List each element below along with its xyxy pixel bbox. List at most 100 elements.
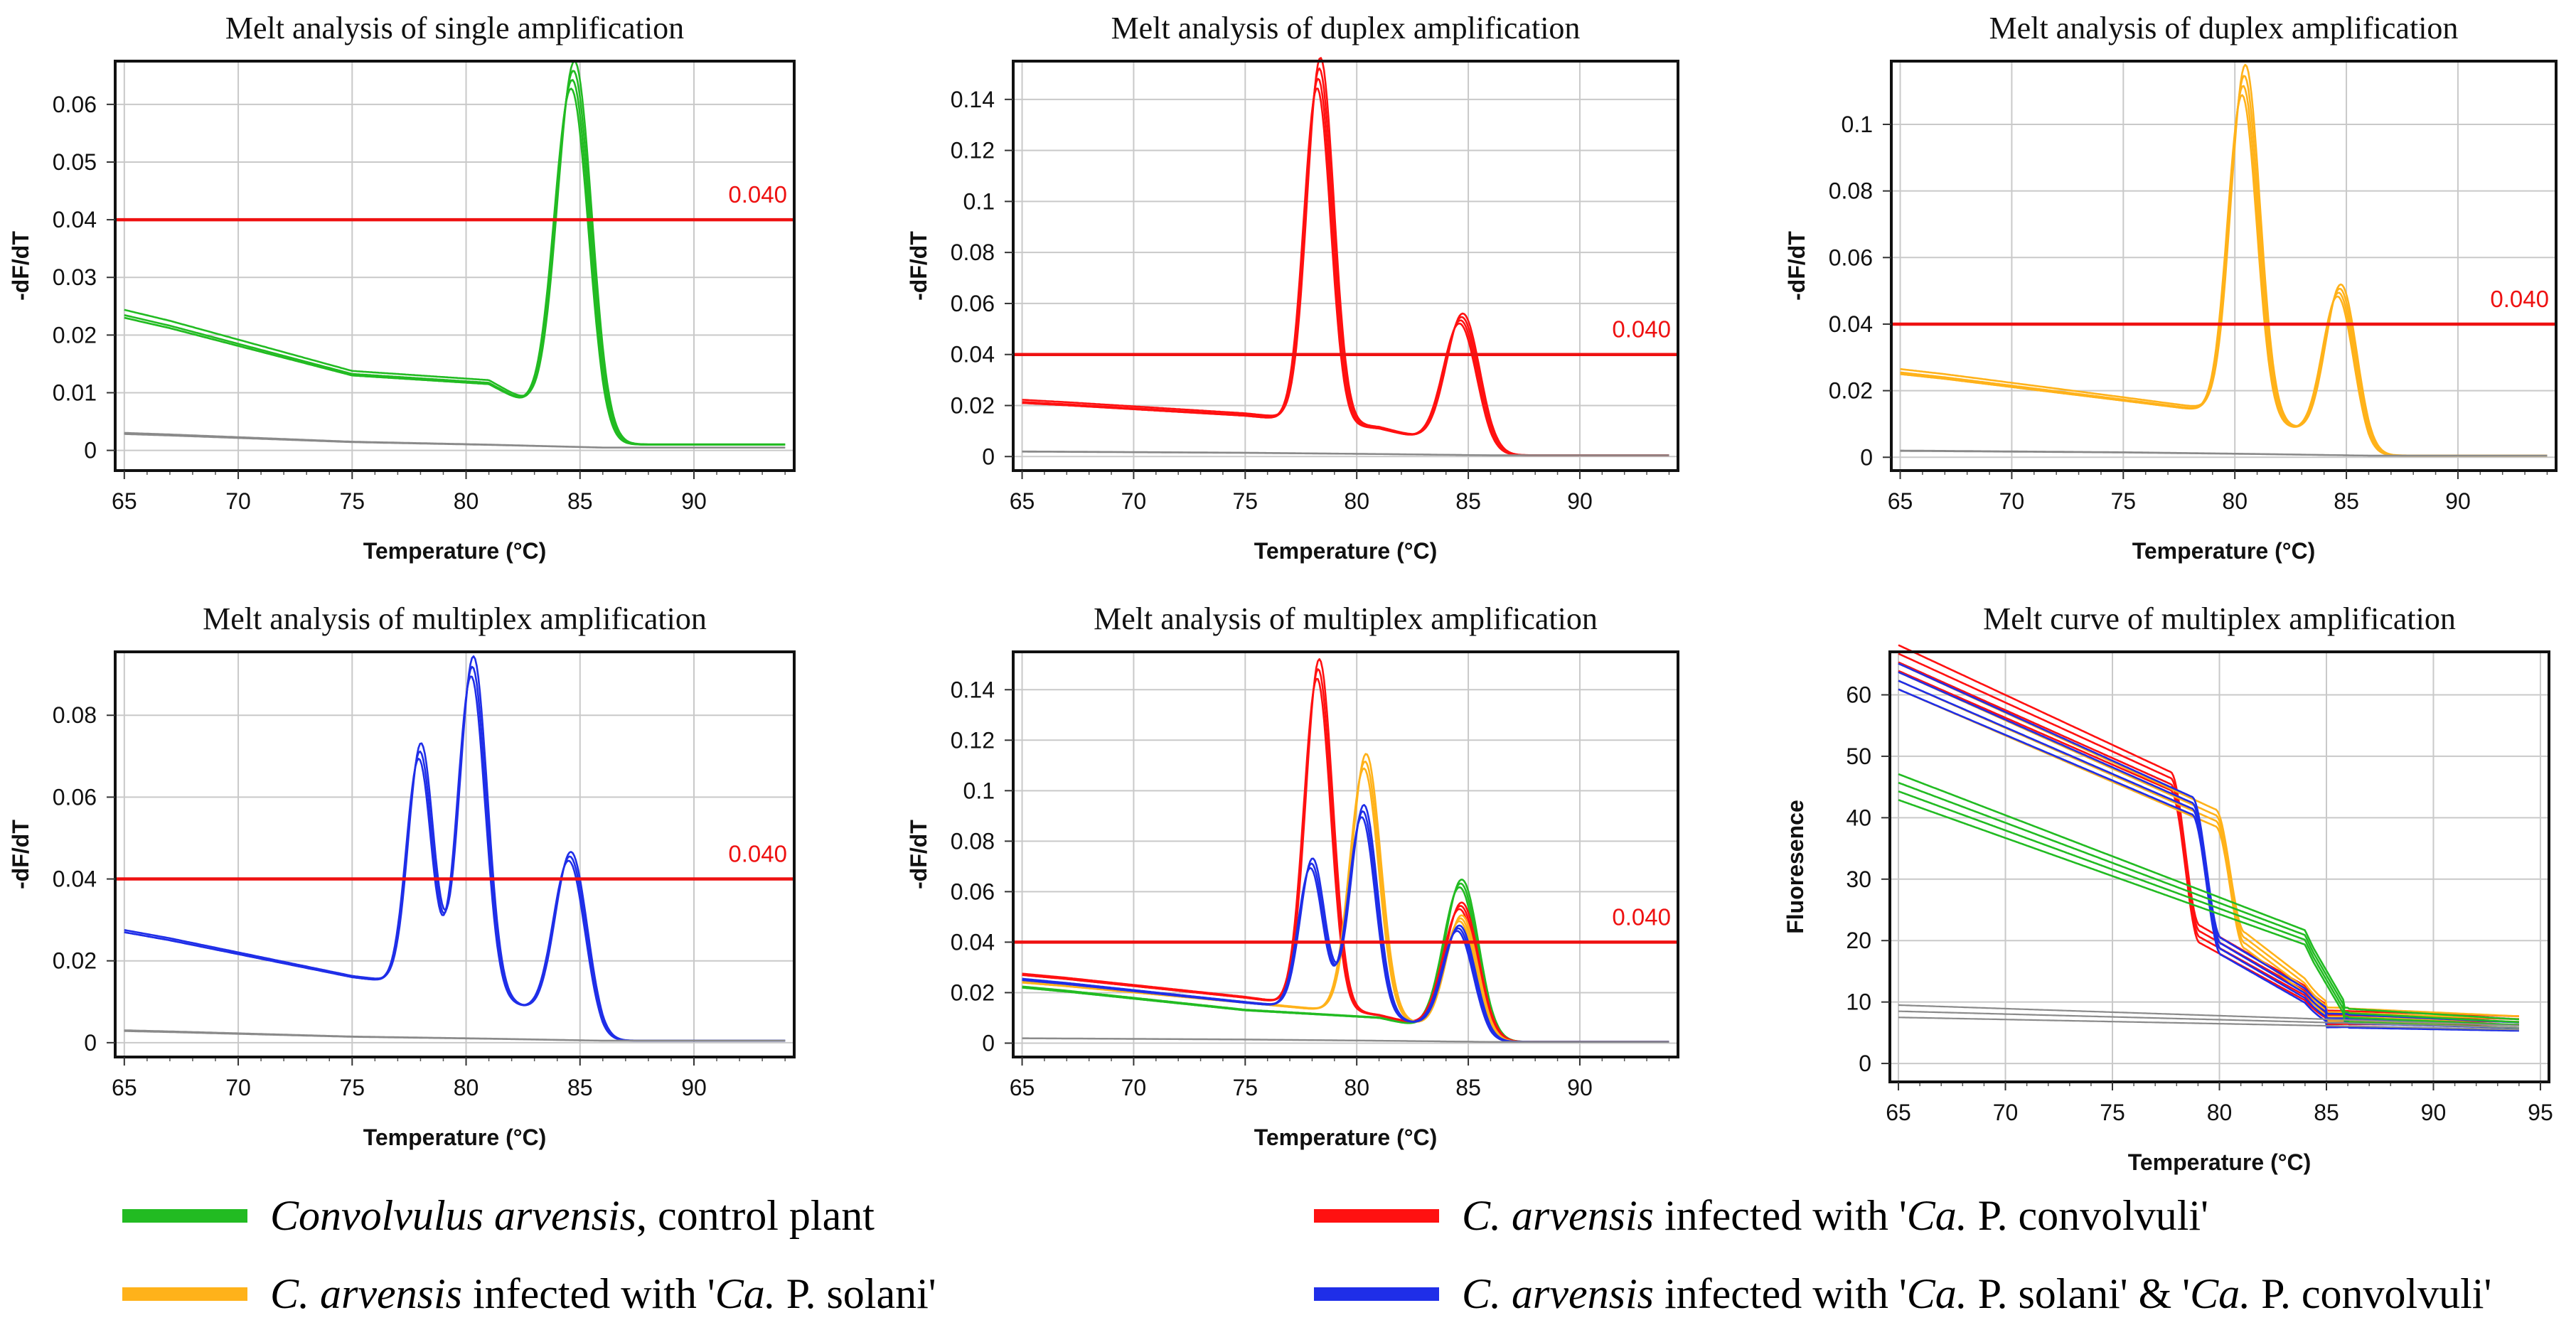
series-orange-line-0 — [1898, 688, 2519, 1026]
ytick-label: 0.12 — [951, 138, 995, 163]
ytick-label: 0.08 — [53, 702, 97, 728]
ytick-label: 0.04 — [53, 207, 97, 232]
legend-italic-orange: C. arvensis — [270, 1270, 462, 1317]
xtick-label: 75 — [339, 1075, 365, 1100]
xtick-label: 65 — [1886, 1100, 1911, 1125]
ytick-label: 0.02 — [53, 322, 97, 348]
series-red-line-0 — [1022, 87, 1669, 456]
ytick-label: 0.12 — [951, 727, 995, 753]
series-green-line-3 — [1898, 773, 2519, 1021]
legend-italic-red: C. arvensis — [1462, 1192, 1654, 1239]
series-orange-line-1 — [1898, 680, 2519, 1023]
legend-text-blue-ca: Ca. — [1906, 1270, 1967, 1317]
legend-swatch-red — [1314, 1209, 1439, 1223]
legend-italic-green: Convolvulus arvensis — [270, 1192, 636, 1239]
ytick-label: 0.08 — [951, 828, 995, 854]
chart-title: Melt analysis of multiplex amplification — [203, 601, 707, 636]
ytick-label: 0.08 — [951, 240, 995, 265]
series-grey-line-2 — [124, 1029, 786, 1041]
ytick-label: 0 — [982, 444, 995, 469]
xtick-label: 80 — [2222, 488, 2248, 514]
plot-frame — [1012, 650, 1679, 1058]
series-red-line-3 — [1022, 57, 1669, 456]
xtick-label: 70 — [225, 488, 251, 514]
xtick-label: 75 — [2100, 1100, 2125, 1125]
chart-title: Melt analysis of single amplification — [225, 11, 684, 45]
xtick-label: 70 — [1121, 1075, 1147, 1100]
legend-text-red-ca: Ca. — [1906, 1192, 1967, 1239]
plot-frame — [114, 60, 796, 472]
xtick-label: 85 — [1455, 488, 1481, 514]
series-grey-line-2 — [1900, 449, 2548, 456]
ytick-label: 0.06 — [951, 879, 995, 904]
panel-single-amplification: 0.040 65 70 75 80 85 90 0 0.01 0.02 0.03 0.04 0.05 0.… — [8, 11, 796, 564]
ytick-label: 0.06 — [951, 291, 995, 316]
series-blue-line-0 — [1898, 688, 2519, 1032]
ytick-label: 0.04 — [951, 342, 995, 368]
xtick-label: 75 — [1233, 1075, 1258, 1100]
legend-swatch-green — [122, 1209, 247, 1223]
x-axis-title: Temperature (°C) — [1254, 538, 1438, 564]
ytick-label: 0.06 — [53, 784, 97, 810]
legend-swatch-orange — [122, 1287, 247, 1301]
xtick-label: 70 — [1993, 1100, 2019, 1125]
ytick-label: 0.03 — [53, 264, 97, 290]
series-blue-line-1 — [1898, 680, 2519, 1029]
ytick-label: 0.04 — [951, 929, 995, 955]
xtick-label: 90 — [681, 1075, 707, 1100]
threshold-label: 0.040 — [1612, 903, 1671, 930]
ytick-label: 0.14 — [951, 87, 995, 112]
xtick-label: 90 — [681, 488, 707, 514]
y-axis-title: -dF/dT — [906, 820, 931, 889]
ytick-label: 0 — [1859, 1051, 1871, 1076]
xtick-label: 75 — [339, 488, 365, 514]
series-blue-line-3 — [1898, 662, 2519, 1024]
ytick-label: 0.1 — [963, 778, 995, 803]
legend-text-blue-ca2: Ca. — [2190, 1270, 2251, 1317]
x-axis-title: Temperature (°C) — [363, 1125, 547, 1150]
series-red-line-1 — [1022, 668, 1669, 1043]
xtick-label: 80 — [2207, 1100, 2233, 1125]
x-axis-title: Temperature (°C) — [2132, 538, 2316, 564]
ytick-label: 0.06 — [1829, 245, 1873, 270]
y-axis-title: Fluoresence — [1783, 800, 1808, 934]
xtick-label: 80 — [1344, 1075, 1369, 1100]
ytick-label: 0 — [84, 438, 97, 463]
legend-rest-green: , control plant — [636, 1192, 875, 1239]
legend-italic-blue: C. arvensis — [1462, 1270, 1654, 1317]
ytick-label: 60 — [1846, 682, 1871, 708]
xtick-label: 65 — [1010, 488, 1035, 514]
series-green-line-1 — [124, 79, 786, 446]
legend-text-red-a: infected with ' — [1654, 1192, 1907, 1239]
ytick-label: 0.02 — [1829, 378, 1873, 404]
series-orange-line-3 — [1898, 662, 2519, 1017]
series-grey-line-1 — [1898, 1010, 2519, 1029]
legend-text-blue-b: P. solani' & ' — [1967, 1270, 2191, 1317]
ytick-label: 30 — [1846, 867, 1871, 892]
ytick-label: 0.05 — [53, 149, 97, 175]
panel-duplex-solani: 0.040 65 70 75 80 85 90 0 0.02 0.04 0.06 0.08 0.1 Tem… — [1784, 11, 2558, 564]
ytick-label: 0.04 — [53, 867, 97, 892]
xtick-label: 75 — [1233, 488, 1258, 514]
x-axis-title: Temperature (°C) — [363, 538, 547, 564]
series-green-line-1 — [1898, 790, 2519, 1026]
ytick-label: 0.06 — [53, 92, 97, 117]
legend-text-orange-a: infected with ' — [462, 1270, 715, 1317]
ytick-label: 0 — [1860, 444, 1873, 470]
series-green-line-3 — [124, 60, 786, 446]
y-axis-title: -dF/dT — [8, 231, 33, 301]
ytick-label: 0.08 — [1829, 178, 1873, 204]
series-grey-line-1 — [1022, 1037, 1669, 1043]
ytick-label: 0.1 — [1842, 112, 1873, 137]
series-orange-line-1 — [1022, 761, 1669, 1043]
xtick-label: 80 — [1344, 488, 1369, 514]
panel-duplex-convolvuli: 0.040 65 70 75 80 85 90 0 0.02 0.04 0.06 0.08 0.1 0.1… — [906, 11, 1679, 564]
series-orange-line-1 — [1900, 85, 2548, 457]
series-green-line-2 — [124, 70, 786, 446]
chart-title: Melt analysis of duplex amplification — [1111, 11, 1581, 45]
xtick-label: 75 — [2111, 488, 2137, 514]
xtick-label: 70 — [1121, 488, 1147, 514]
xtick-label: 70 — [225, 1075, 251, 1100]
ytick-label: 50 — [1846, 744, 1871, 769]
series-red-line-1 — [1898, 661, 2519, 1023]
